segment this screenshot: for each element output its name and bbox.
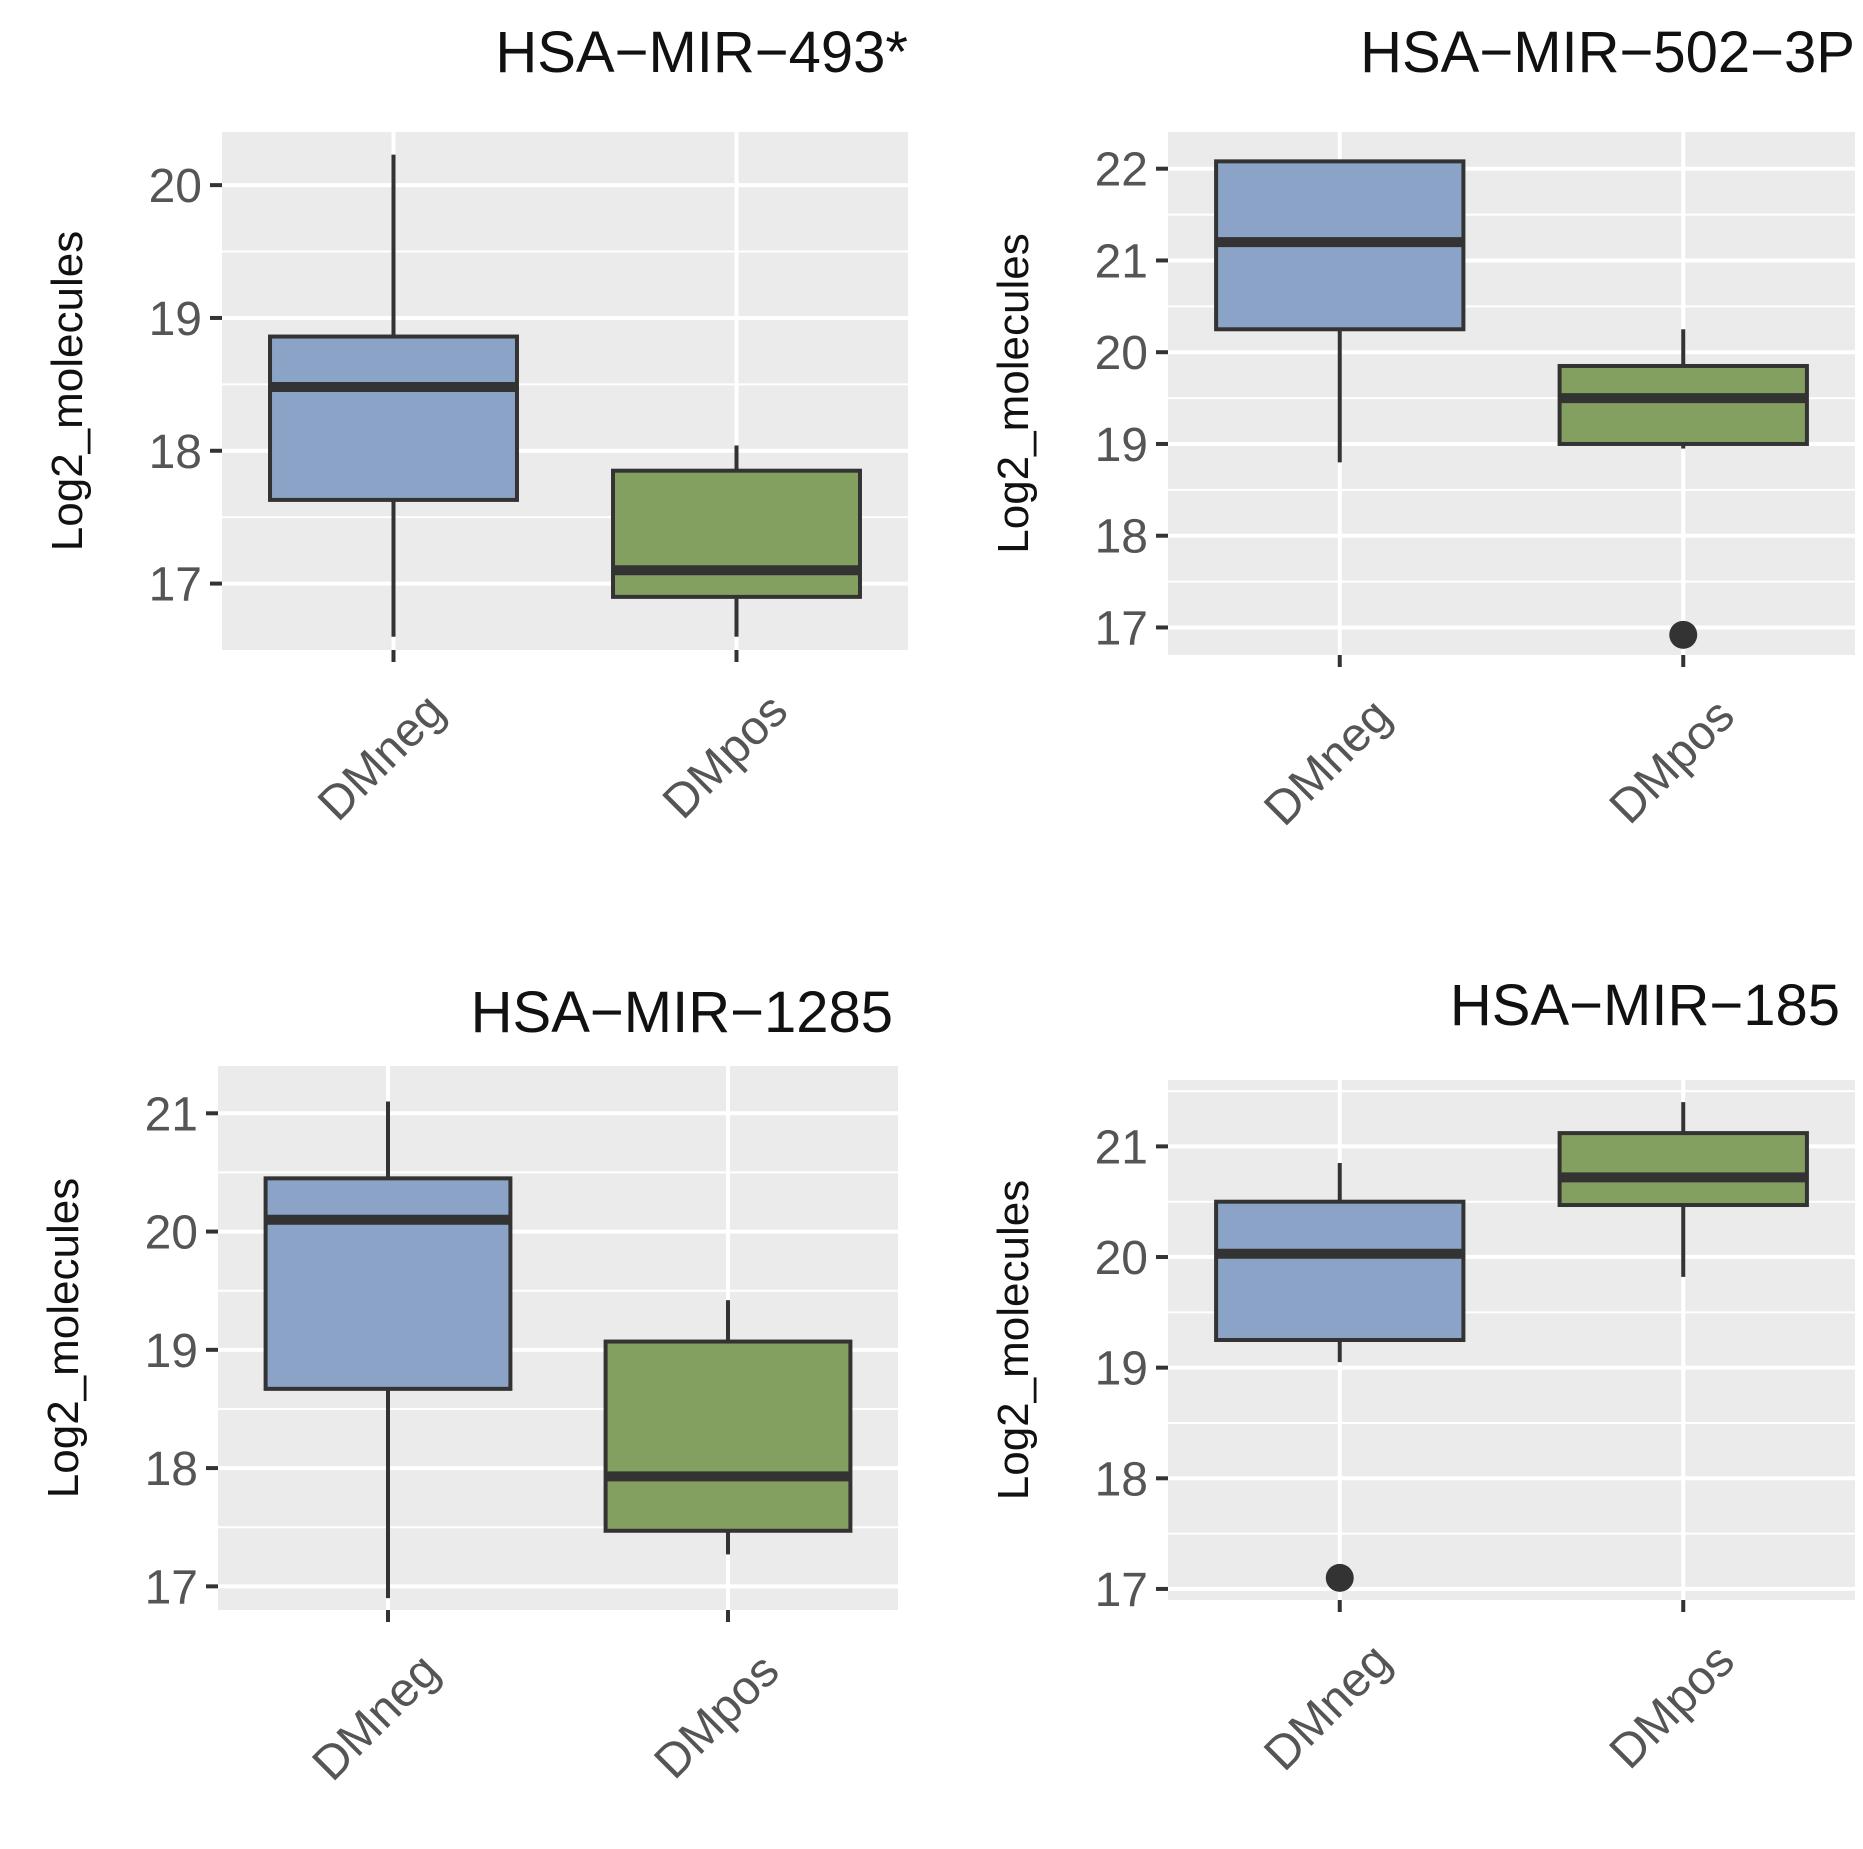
iqr-box [603, 1339, 853, 1533]
y-tick-label: 21 [145, 1088, 198, 1141]
panel-3: 17 18 19 20 21 Log2_molecules HSA−MIR−1285 DMne… [39, 980, 898, 1791]
box-dmpos [603, 1300, 853, 1555]
y-tick-label: 18 [145, 1443, 198, 1496]
y-axis-title: Log2_molecules [39, 1178, 88, 1498]
x-category-label: DMpos [1600, 689, 1745, 834]
box-dmpos [611, 445, 862, 637]
y-tick-label: 18 [1095, 511, 1148, 564]
iqr-box [1214, 1199, 1466, 1343]
y-tick-label: 17 [145, 1561, 198, 1614]
y-tick-label: 17 [1095, 1564, 1148, 1617]
x-category-label: DMneg [1254, 1634, 1401, 1781]
x-category-label: DMpos [645, 1644, 790, 1789]
y-axis-title: Log2_molecules [989, 233, 1038, 553]
y-tick-label: 22 [1095, 144, 1148, 197]
y-tick-label: 20 [1095, 1232, 1148, 1285]
x-category-label: DMpos [1600, 1634, 1745, 1779]
iqr-box [1557, 363, 1809, 446]
x-category-label: DMneg [303, 1644, 450, 1791]
y-tick-label: 20 [145, 1207, 198, 1260]
panel-2: 17 18 19 20 21 22 Log2_molecules HSA−MIR−502−3P… [989, 20, 1855, 836]
y-tick-label: 21 [1095, 1121, 1148, 1174]
y-tick-label: 20 [149, 160, 202, 213]
y-tick-label: 17 [1095, 602, 1148, 655]
iqr-box [268, 334, 519, 502]
y-axis-title: Log2_molecules [43, 231, 92, 551]
panel-1: 17 18 19 20 Log2_molecules HSA−MIR−493* DMneg D… [43, 20, 908, 831]
panel-title: HSA−MIR−1285 [471, 980, 893, 1045]
box-dmpos [1557, 1102, 1809, 1277]
y-tick-label: 18 [149, 426, 202, 479]
y-tick-label: 20 [1095, 327, 1148, 380]
y-tick-label: 19 [1095, 419, 1148, 472]
box-dmneg [263, 1101, 513, 1599]
box-dmneg [1214, 1162, 1466, 1592]
y-tick-label: 19 [145, 1325, 198, 1378]
box-dmneg [1214, 159, 1466, 463]
box-dmneg [268, 154, 519, 637]
box-dmpos [1557, 329, 1809, 649]
y-tick-label: 21 [1095, 235, 1148, 288]
iqr-box [263, 1176, 513, 1391]
y-axis-title: Log2_molecules [989, 1180, 1038, 1500]
y-tick-label: 17 [149, 559, 202, 612]
y-tick-label: 19 [149, 293, 202, 346]
x-category-label: DMneg [308, 684, 455, 831]
outlier-point [1669, 620, 1698, 649]
y-tick-label: 18 [1095, 1453, 1148, 1506]
panel-4: 17 18 19 20 21 Log2_molecules HSA−MIR−185 DMneg… [989, 973, 1855, 1781]
panel-title: HSA−MIR−502−3P [1360, 20, 1855, 85]
panel-title: HSA−MIR−493* [495, 20, 908, 85]
panel-title: HSA−MIR−185 [1450, 973, 1840, 1038]
x-category-label: DMpos [653, 684, 798, 829]
outlier-point [1325, 1563, 1354, 1592]
iqr-box [611, 468, 862, 599]
iqr-box [1557, 1131, 1809, 1208]
x-category-label: DMneg [1254, 689, 1401, 836]
y-tick-label: 19 [1095, 1343, 1148, 1396]
